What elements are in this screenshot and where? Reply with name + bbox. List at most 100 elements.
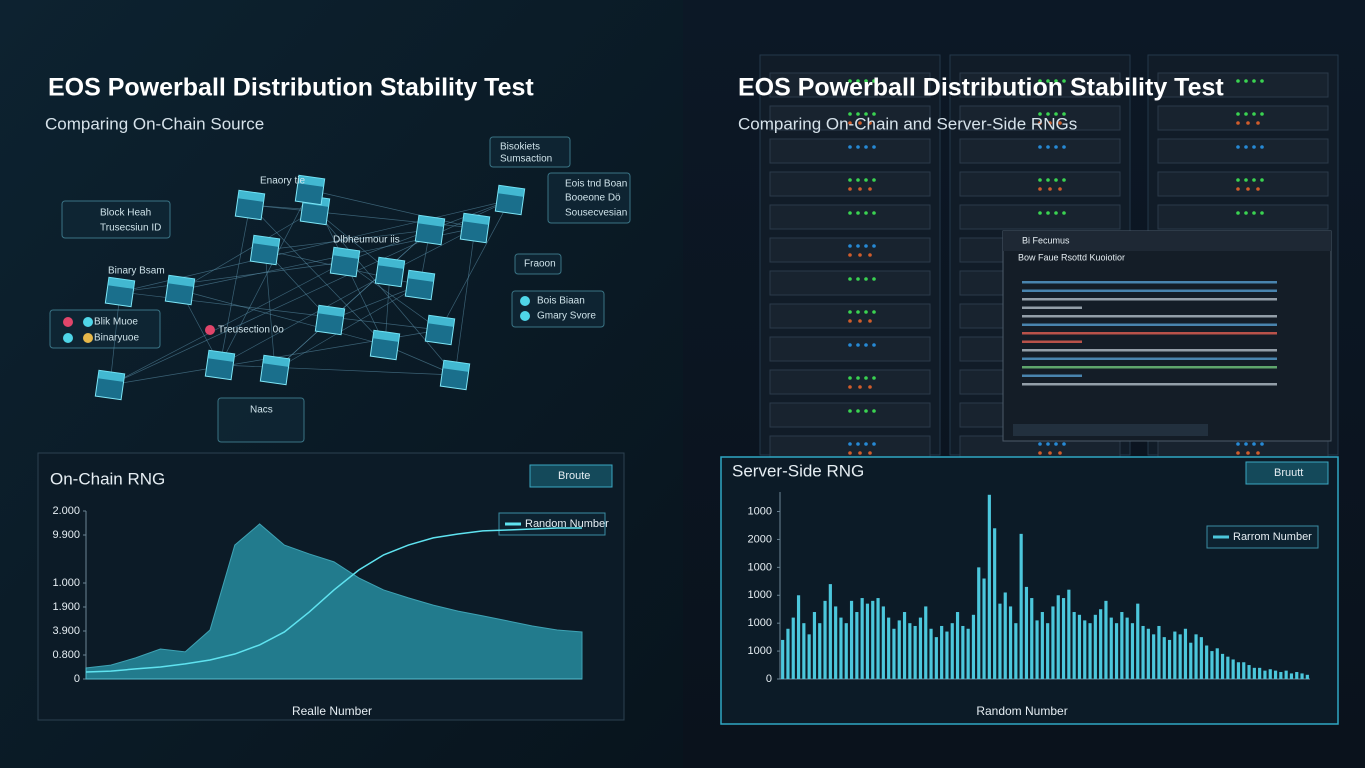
bar [1189,642,1193,679]
led [848,145,852,149]
led [1058,451,1062,455]
edge [109,291,121,386]
bar [1093,614,1097,679]
edge [119,199,511,293]
panel-button-label: Bruutt [1274,467,1303,479]
led [872,442,876,446]
edge [314,209,456,376]
led [848,343,852,347]
bar [908,623,912,679]
dot [205,325,215,335]
led [1236,211,1240,215]
led [872,343,876,347]
bar [887,617,891,679]
bar [945,631,949,679]
led [1054,112,1058,116]
bar [1099,609,1103,679]
bar [1183,628,1188,679]
led [1062,112,1066,116]
bar [913,625,917,679]
led [868,121,872,125]
bar [1061,598,1066,679]
led [1046,79,1050,83]
terminal-line [1022,315,1277,318]
led [856,310,860,314]
led [1236,442,1240,446]
bar [1220,653,1225,679]
dot [83,317,93,327]
y-tick-label: 9.900 [52,529,80,541]
right-subtitle: Comparing On-Chain and Server-Side RNGs [738,114,1077,133]
y-tick-label: 1000 [748,617,772,629]
bar [1284,670,1288,679]
led [1236,121,1240,125]
led [1256,451,1260,455]
y-tick-label: 1000 [748,589,772,601]
node-top [427,315,455,327]
led [848,244,852,248]
bar [998,603,1002,679]
node-label: Binaryuoe [94,333,139,344]
led [856,211,860,215]
bar [1083,620,1087,679]
led [864,211,868,215]
chart-panel [720,456,1339,725]
led [1038,451,1042,455]
bar [1157,625,1161,679]
led [848,211,852,215]
area [85,523,583,680]
dot [520,311,530,321]
node-top [207,350,235,362]
led [872,79,876,83]
led [1252,211,1256,215]
led [1260,442,1264,446]
dot [83,333,93,343]
terminal-header: Bow Faue Rsottd Kuoiotior [1018,252,1125,262]
bar [1072,612,1076,679]
led [856,244,860,248]
bar [849,600,854,679]
node-label: Fraoon [524,259,556,270]
bar [860,598,864,679]
led [856,145,860,149]
bar [1056,595,1060,679]
bar [892,628,896,679]
y-tick-label: 0.800 [52,649,80,661]
bar [1067,589,1071,679]
y-tick-label: 0 [766,673,772,685]
bar [1040,612,1044,679]
bar [802,623,806,679]
bar [876,598,880,679]
bar [823,600,827,679]
led [868,319,872,323]
bar [1289,673,1294,679]
led [858,451,862,455]
led [864,376,868,380]
bar [1305,674,1309,679]
bar [950,623,954,679]
x-axis-label: Realle Number [292,704,372,718]
led [1062,145,1066,149]
edge [439,199,511,331]
terminal-frame [1002,230,1332,442]
bar [786,628,790,679]
edge [119,261,346,293]
rack-unit [1157,72,1329,98]
bar [807,634,811,679]
rack-unit [769,204,931,230]
bar [1194,634,1198,679]
led [1046,145,1050,149]
terminal-line [1022,357,1277,360]
rack-unit [1157,138,1329,164]
bar [1136,603,1140,679]
y-tick-label: 1000 [748,645,772,657]
bar [1231,659,1235,679]
bar [855,612,859,679]
led [1046,178,1050,182]
led [1062,79,1066,83]
led [1244,145,1248,149]
node-label: Bisokiets [500,142,540,153]
edge [274,284,421,371]
rack-unit [769,303,931,329]
bar [1088,623,1092,679]
